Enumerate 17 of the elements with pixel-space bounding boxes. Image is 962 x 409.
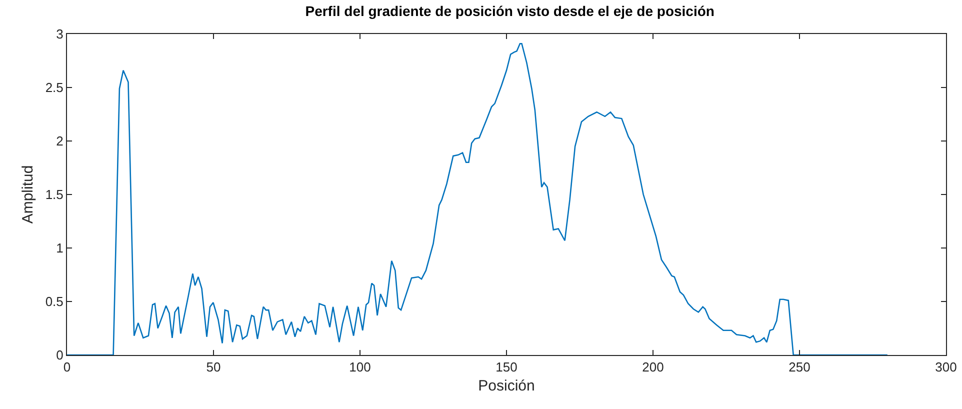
x-tick-label: 250	[788, 360, 810, 375]
line-series	[67, 42, 888, 355]
y-tick-label: 3	[56, 26, 64, 42]
y-axis-title: Amplitud	[20, 165, 37, 224]
y-tick-label: 1.5	[45, 187, 64, 202]
y-tick-label: 0.5	[45, 294, 64, 310]
x-tick-label: 100	[349, 360, 371, 375]
chart-title: Perfil del gradiente de posición visto desde el eje de posición	[305, 2, 714, 19]
x-tick-label: 50	[206, 360, 221, 375]
y-tick-label: 2	[56, 134, 64, 149]
y-tick-label: 0	[56, 348, 64, 363]
x-tick-label: 200	[642, 360, 664, 375]
x-tick-label: 300	[935, 360, 957, 375]
x-tick-label: 150	[496, 360, 518, 375]
y-tick-label: 2.5	[45, 80, 64, 96]
y-tick-label: 1	[56, 240, 64, 256]
x-axis-title: Posición	[478, 378, 535, 395]
